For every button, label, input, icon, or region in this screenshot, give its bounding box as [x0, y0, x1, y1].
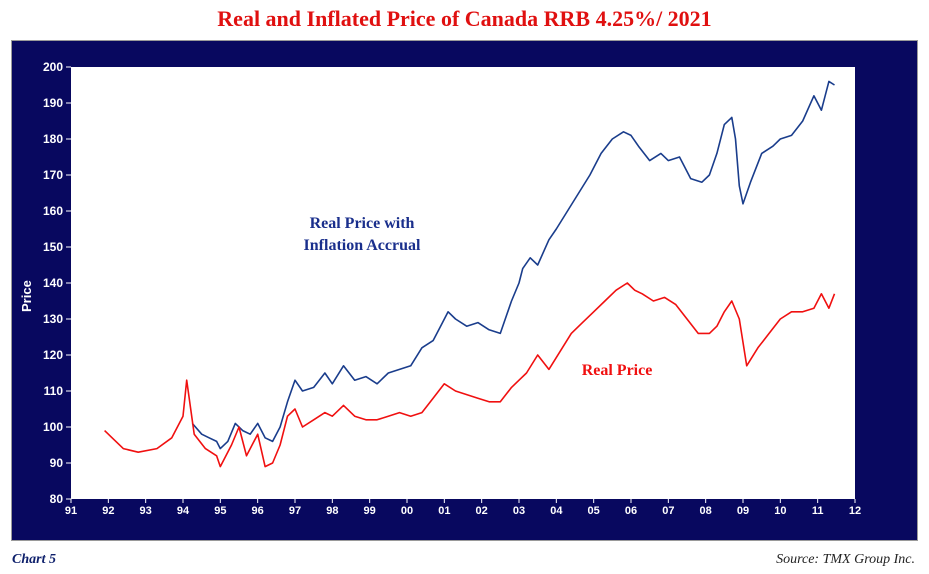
y-tick-label: 140	[43, 276, 63, 290]
x-tick-label: 10	[774, 505, 786, 517]
x-tick-label: 02	[476, 505, 488, 517]
chart-number-label: Chart 5	[12, 552, 56, 567]
x-tick-label: 09	[737, 505, 749, 517]
y-axis: 80 90 100 110 120 130 140 150 160 170 180 190 200	[43, 60, 71, 506]
y-tick-label: 80	[50, 492, 64, 506]
series-line-real-price	[104, 282, 836, 468]
y-tick-label: 160	[43, 204, 63, 218]
x-tick-label: 91	[65, 505, 77, 517]
x-axis: 91 92 93 94 95 96 97 98 99 00 01 02 03 04 05 06 07 08 09 10…	[65, 499, 861, 517]
x-tick-label: 94	[177, 505, 190, 517]
x-tick-label: 01	[438, 505, 450, 517]
x-tick-label: 03	[513, 505, 525, 517]
annotation-inflation-line1: Real Price with	[310, 215, 415, 232]
x-tick-label: 98	[326, 505, 338, 517]
y-tick-label: 180	[43, 132, 63, 146]
y-tick-label: 150	[43, 240, 63, 254]
x-tick-label: 08	[700, 505, 712, 517]
y-tick-label: 120	[43, 348, 63, 362]
annotation-inflation-line2: Inflation Accrual	[304, 237, 421, 254]
y-tick-label: 190	[43, 96, 63, 110]
chart-title: Real and Inflated Price of Canada RRB 4.…	[217, 6, 712, 31]
x-tick-label: 04	[550, 505, 563, 517]
y-tick-label: 90	[50, 456, 64, 470]
y-tick-label: 100	[43, 420, 63, 434]
y-tick-label: 110	[44, 384, 64, 398]
x-tick-label: 12	[849, 505, 861, 517]
x-tick-label: 00	[401, 505, 413, 517]
x-tick-label: 07	[662, 505, 674, 517]
series-line-inflation-accrual	[191, 80, 835, 450]
x-tick-label: 11	[812, 505, 824, 517]
series-layer	[104, 80, 836, 468]
y-axis-title: Price	[19, 280, 34, 312]
y-tick-label: 130	[43, 312, 63, 326]
x-tick-label: 93	[140, 505, 152, 517]
x-tick-label: 97	[289, 505, 301, 517]
x-tick-label: 06	[625, 505, 637, 517]
y-tick-label: 170	[43, 168, 63, 182]
y-tick-label: 200	[43, 60, 63, 74]
x-tick-label: 99	[364, 505, 376, 517]
source-credit: Source: TMX Group Inc.	[776, 552, 915, 567]
x-tick-label: 96	[252, 505, 264, 517]
annotation-real-price: Real Price	[582, 362, 653, 379]
x-tick-label: 05	[588, 505, 600, 517]
x-tick-label: 95	[214, 505, 226, 517]
x-tick-label: 92	[102, 505, 114, 517]
plot-area	[71, 67, 855, 499]
